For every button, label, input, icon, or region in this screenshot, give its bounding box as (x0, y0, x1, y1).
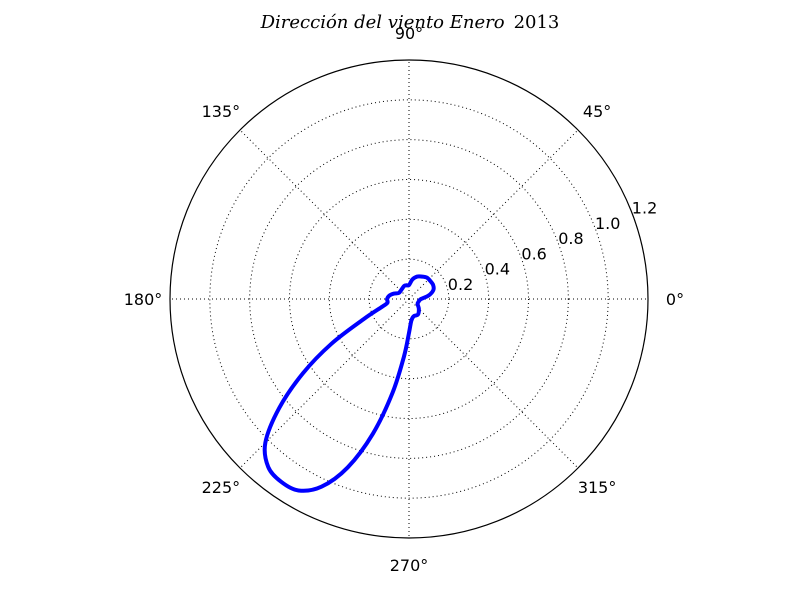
r-tick-label-4: 1.0 (595, 214, 620, 233)
theta-tick-label-2: 90° (395, 24, 423, 43)
theta-tick-label-3: 135° (202, 102, 241, 121)
chart-title-year: 2013 (514, 12, 560, 33)
theta-grid-line-3 (239, 129, 410, 300)
r-grid-circle-4 (209, 99, 609, 499)
series-line-0 (262, 274, 436, 493)
r-grid-circle-1 (328, 218, 490, 380)
theta-tick-label-4: 180° (124, 290, 163, 309)
r-tick-label-2: 0.6 (521, 244, 546, 263)
r-tick-label-3: 0.8 (558, 229, 583, 248)
series-layer (262, 274, 436, 493)
chart-title-text: Dirección del viento Enero (260, 12, 505, 33)
r-grid-circle-3 (249, 139, 569, 459)
r-tick-label-5: 1.2 (632, 199, 657, 218)
theta-tick-label-5: 225° (202, 478, 241, 497)
chart-title: Dirección del viento Enero 2013 (260, 12, 560, 33)
r-tick-label-1: 0.4 (485, 260, 510, 279)
polar-frame (169, 59, 649, 539)
r-tick-label-0: 0.2 (448, 275, 473, 294)
theta-grid-line-7 (408, 298, 579, 469)
theta-tick-label-0: 0° (666, 290, 684, 309)
r-grid-circle-2 (289, 179, 529, 419)
tick-labels: 0° 45° 90° 135° 180° 225° 270° 315° 0.2 0.4 0.6 0.8… (124, 24, 684, 575)
r-grid-circle-0 (368, 258, 450, 340)
theta-tick-label-6: 270° (390, 556, 429, 575)
theta-tick-label-7: 315° (578, 478, 617, 497)
theta-tick-label-1: 45° (583, 102, 611, 121)
polar-grid (170, 60, 648, 538)
